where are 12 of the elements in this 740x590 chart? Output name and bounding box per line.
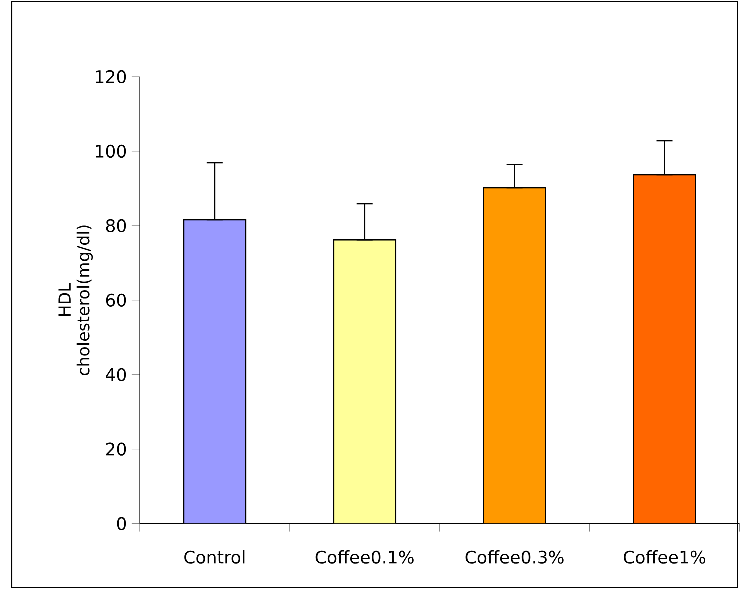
y-tick-label: 40 — [106, 368, 126, 382]
y-tick-label: 120 — [96, 70, 126, 84]
x-tick-label: Control — [184, 550, 245, 564]
x-tick-label: Coffee0.3% — [466, 550, 564, 564]
x-tick-label: Coffee1% — [624, 550, 706, 564]
y-axis-title: HDL cholesterol(mg/dl) — [58, 226, 94, 376]
y-tick-label: 20 — [106, 442, 126, 456]
y-tick-label: 0 — [117, 517, 126, 530]
y-tick-label: 100 — [96, 145, 126, 158]
x-tick-label: Coffee0.1% — [316, 550, 414, 564]
y-tick-label: 80 — [106, 219, 126, 233]
y-tick-label: 60 — [106, 294, 126, 308]
